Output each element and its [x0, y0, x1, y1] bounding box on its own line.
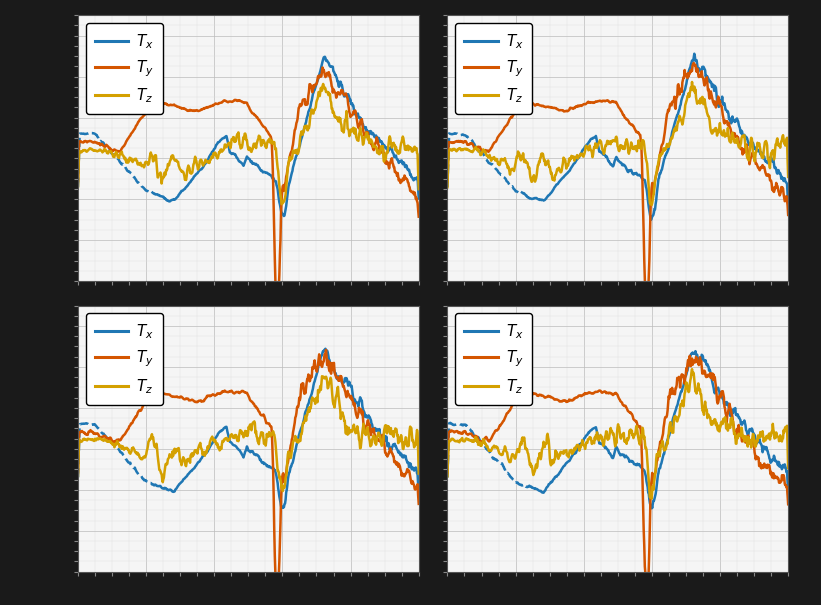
Legend: $T_x$, $T_y$, $T_z$: $T_x$, $T_y$, $T_z$	[85, 23, 163, 114]
Legend: $T_x$, $T_y$, $T_z$: $T_x$, $T_y$, $T_z$	[455, 23, 532, 114]
Legend: $T_x$, $T_y$, $T_z$: $T_x$, $T_y$, $T_z$	[455, 313, 532, 405]
Legend: $T_x$, $T_y$, $T_z$: $T_x$, $T_y$, $T_z$	[85, 313, 163, 405]
